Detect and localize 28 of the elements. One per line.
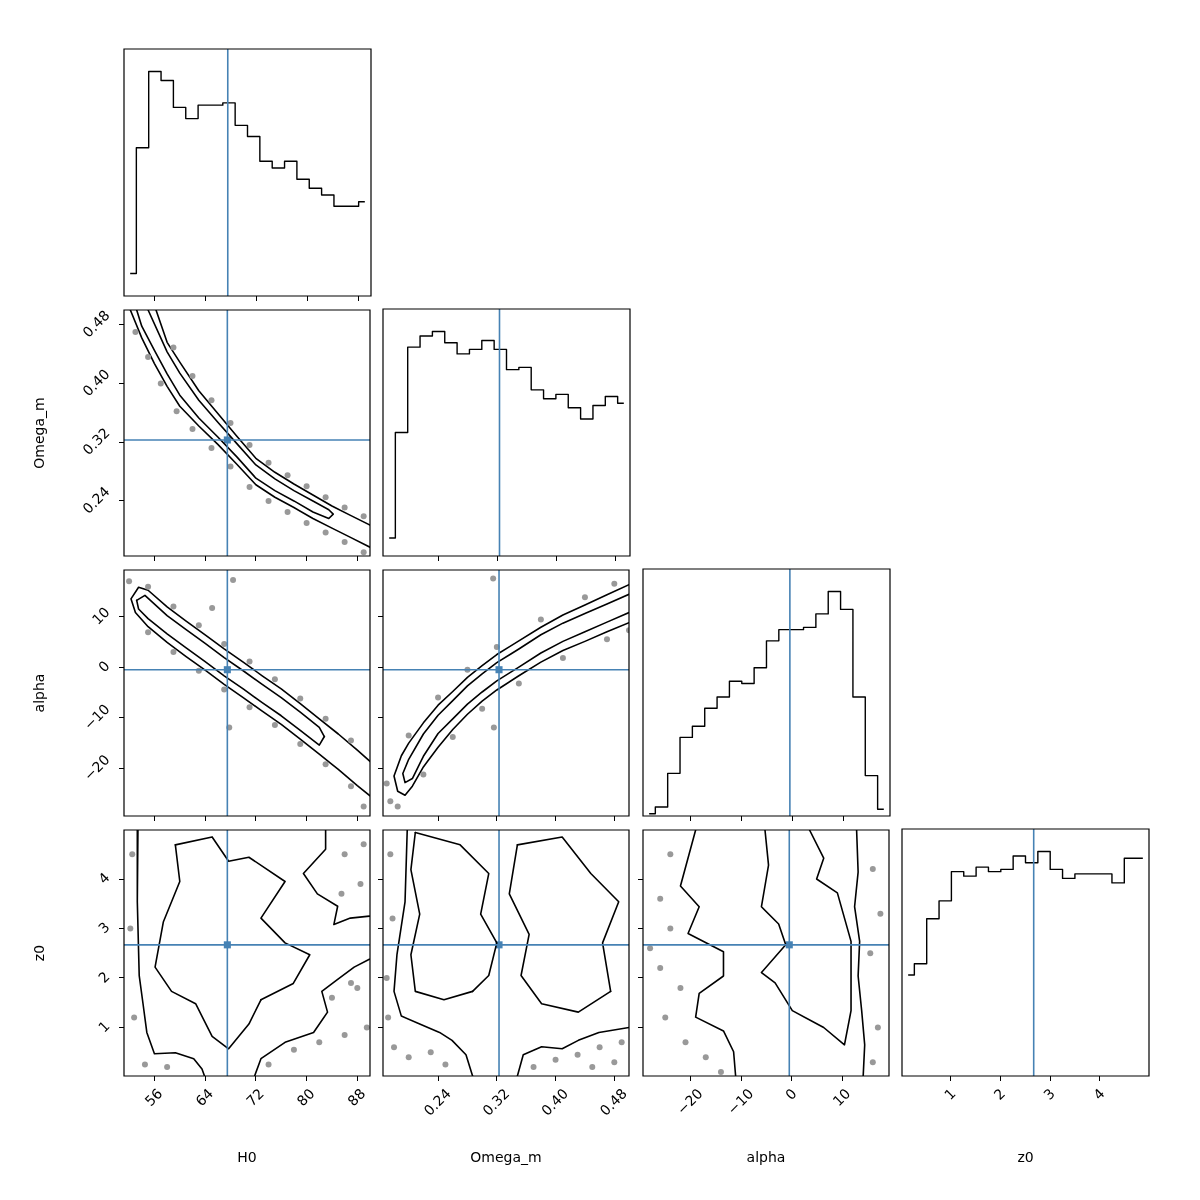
y-tick-label: 1: [95, 1017, 113, 1036]
x-tick-label: 56: [141, 1085, 166, 1110]
y-tick-label: 4: [95, 869, 113, 887]
x-tick-label: 10: [829, 1085, 854, 1110]
x-tick-label: 1: [940, 1085, 959, 1103]
y-axis-title: Omega_m: [31, 397, 48, 469]
y-tick-label: −20: [80, 751, 113, 784]
y-axis-title: z0: [31, 944, 48, 962]
x-tick-label: 64: [192, 1085, 217, 1110]
x-tick-label: −10: [724, 1085, 757, 1118]
y-tick-label: 10: [88, 603, 113, 628]
y-tick-label: −10: [80, 700, 113, 733]
x-tick-label: −20: [673, 1085, 706, 1118]
x-tick-label: 88: [344, 1085, 369, 1110]
x-tick-label: 4: [1090, 1085, 1108, 1103]
x-tick-label: 80: [293, 1085, 318, 1110]
y-tick-label: 3: [95, 918, 113, 937]
x-tick-label: 2: [990, 1085, 1009, 1103]
x-tick-label: 3: [1040, 1085, 1058, 1103]
x-axis-title: z0: [1017, 1149, 1034, 1166]
x-tick-label: 0: [782, 1085, 800, 1103]
y-tick-label: 0: [95, 657, 113, 676]
x-axis-title: alpha: [746, 1149, 786, 1166]
x-tick-label: 72: [242, 1085, 267, 1110]
x-axis-title: H0: [237, 1149, 257, 1166]
y-tick-label: 2: [95, 968, 113, 986]
x-axis-title: Omega_m: [470, 1149, 542, 1166]
y-axis-title: alpha: [31, 673, 48, 713]
